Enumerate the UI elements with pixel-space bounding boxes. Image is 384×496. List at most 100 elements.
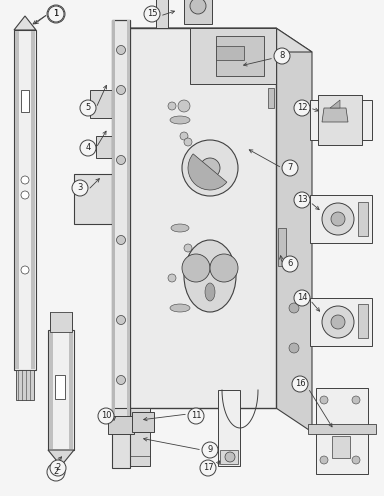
Circle shape (182, 254, 210, 282)
Ellipse shape (184, 240, 236, 312)
Bar (74, 174, 114, 224)
Circle shape (289, 303, 299, 313)
Bar (128, 408, 150, 466)
Circle shape (50, 460, 66, 476)
Circle shape (292, 376, 308, 392)
Bar (14, 30, 36, 370)
Circle shape (225, 452, 235, 462)
Bar (15, 31, 19, 369)
Circle shape (320, 396, 328, 404)
Text: 3: 3 (77, 184, 83, 192)
Polygon shape (128, 28, 312, 52)
Bar (50, 312, 72, 332)
Text: 17: 17 (203, 463, 214, 473)
Circle shape (116, 315, 126, 324)
Text: 13: 13 (297, 195, 307, 204)
Circle shape (48, 6, 64, 22)
Text: 16: 16 (295, 379, 305, 388)
Text: 11: 11 (191, 412, 201, 421)
Polygon shape (14, 16, 36, 30)
Text: 8: 8 (279, 52, 285, 61)
Circle shape (200, 158, 220, 178)
Bar (220, 450, 238, 464)
Bar (358, 304, 368, 338)
Bar (216, 46, 244, 60)
Text: 2: 2 (53, 468, 59, 477)
Ellipse shape (170, 304, 190, 312)
Circle shape (184, 244, 192, 252)
Bar (127, 20, 130, 416)
Text: 14: 14 (297, 294, 307, 303)
Circle shape (180, 132, 188, 140)
Polygon shape (276, 28, 312, 432)
Circle shape (322, 203, 354, 235)
Text: 1: 1 (53, 9, 59, 18)
Circle shape (322, 306, 354, 338)
Bar (108, 416, 134, 434)
Wedge shape (188, 154, 227, 190)
Bar (310, 298, 372, 346)
Circle shape (116, 156, 126, 165)
Bar (112, 20, 130, 416)
Circle shape (182, 140, 238, 196)
Circle shape (294, 192, 310, 208)
Bar (55, 375, 65, 399)
Bar (358, 202, 368, 236)
Bar (112, 20, 115, 416)
Text: 1: 1 (53, 9, 59, 18)
Bar (96, 136, 114, 158)
Circle shape (188, 408, 204, 424)
Circle shape (21, 266, 29, 274)
Bar (31, 31, 35, 369)
Bar (268, 88, 274, 108)
Circle shape (178, 100, 190, 112)
Bar (132, 412, 154, 432)
Circle shape (331, 315, 345, 329)
Circle shape (116, 85, 126, 95)
Bar (49, 331, 53, 449)
Polygon shape (330, 100, 340, 108)
Circle shape (320, 456, 328, 464)
Text: 15: 15 (147, 9, 157, 18)
Bar (112, 408, 130, 468)
Bar (216, 36, 264, 76)
Circle shape (144, 6, 160, 22)
Text: 12: 12 (297, 104, 307, 113)
Circle shape (21, 176, 29, 184)
Circle shape (294, 100, 310, 116)
Bar (69, 331, 73, 449)
Bar (316, 388, 368, 474)
Circle shape (72, 180, 88, 196)
Ellipse shape (170, 116, 190, 124)
Bar (332, 436, 350, 458)
Circle shape (184, 138, 192, 146)
Bar (310, 100, 372, 140)
Circle shape (80, 140, 96, 156)
Bar (184, 0, 212, 24)
Circle shape (168, 274, 176, 282)
Circle shape (282, 160, 298, 176)
Circle shape (352, 396, 360, 404)
Circle shape (210, 254, 238, 282)
Circle shape (331, 212, 345, 226)
Polygon shape (48, 450, 74, 466)
Circle shape (116, 236, 126, 245)
Text: 9: 9 (207, 445, 213, 454)
Text: 7: 7 (287, 164, 293, 173)
Circle shape (80, 100, 96, 116)
Circle shape (116, 375, 126, 384)
Ellipse shape (205, 283, 215, 301)
Circle shape (98, 408, 114, 424)
Bar (48, 330, 74, 450)
Bar (190, 28, 276, 84)
Circle shape (47, 5, 65, 23)
Polygon shape (322, 108, 348, 122)
Bar (90, 90, 114, 118)
Bar (218, 390, 240, 466)
Circle shape (21, 191, 29, 199)
Circle shape (168, 102, 176, 110)
Circle shape (190, 0, 206, 14)
Bar (318, 95, 362, 145)
Circle shape (352, 456, 360, 464)
Text: 4: 4 (85, 143, 91, 152)
